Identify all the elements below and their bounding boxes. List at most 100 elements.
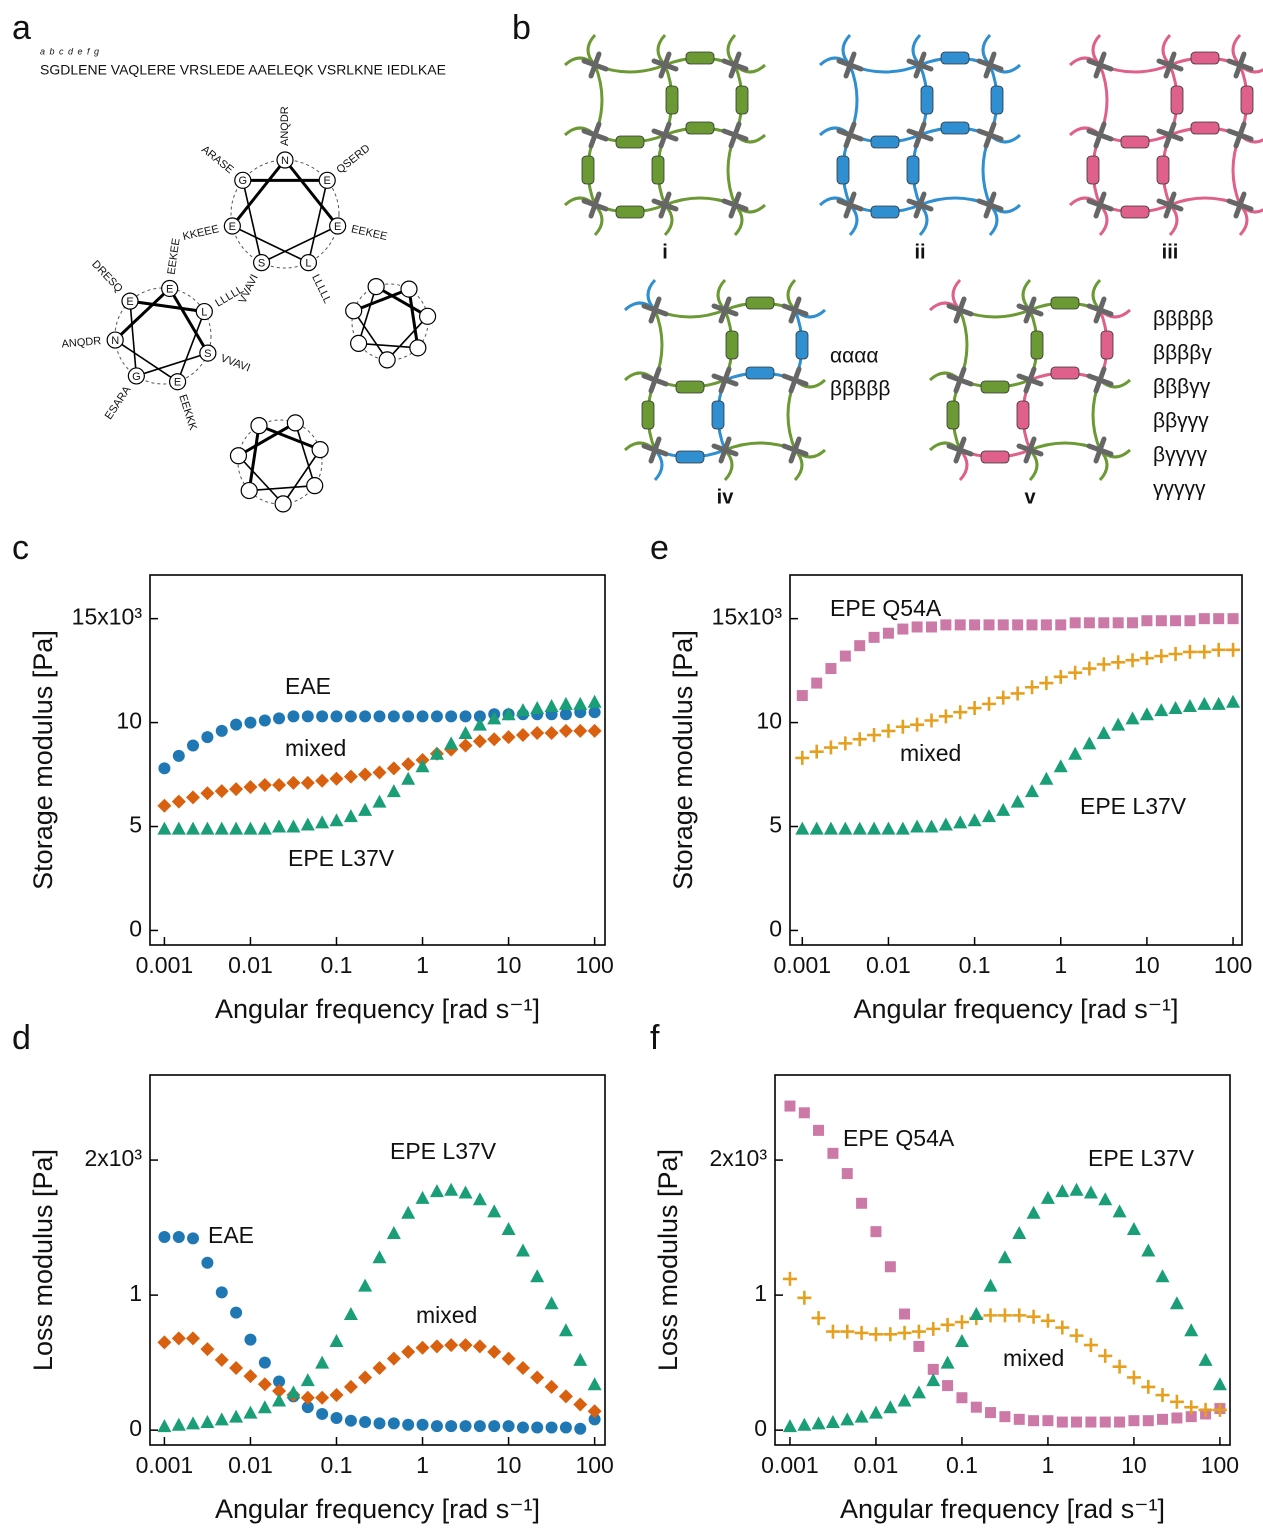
composition: βββββ bbox=[1153, 308, 1213, 331]
data-point bbox=[1039, 772, 1053, 785]
data-point bbox=[1212, 643, 1226, 657]
data-point bbox=[1156, 1269, 1170, 1282]
data-point bbox=[783, 1272, 797, 1286]
data-point bbox=[200, 786, 214, 800]
helix bbox=[676, 451, 704, 463]
data-point bbox=[825, 663, 836, 674]
residue bbox=[287, 415, 303, 431]
x-tick-label: 0.1 bbox=[946, 1452, 978, 1478]
data-point bbox=[998, 1308, 1012, 1322]
panel-label: c bbox=[12, 529, 29, 567]
data-point bbox=[1070, 617, 1081, 628]
helix bbox=[991, 86, 1003, 114]
x-tick-label: 0.001 bbox=[774, 952, 832, 978]
series-label: EPE L37V bbox=[1080, 793, 1187, 819]
crosslinker bbox=[909, 54, 931, 76]
data-point bbox=[824, 741, 838, 755]
data-point bbox=[1054, 759, 1068, 772]
y-tick-label: 10 bbox=[756, 708, 782, 734]
data-point bbox=[258, 1400, 272, 1413]
data-point bbox=[984, 619, 995, 630]
data-point bbox=[503, 1420, 515, 1432]
data-point bbox=[896, 822, 910, 835]
data-point bbox=[783, 1419, 797, 1432]
data-point bbox=[473, 734, 487, 748]
y-tick-label: 2x10³ bbox=[84, 1145, 142, 1171]
data-point bbox=[158, 1231, 170, 1243]
data-point bbox=[229, 782, 243, 796]
data-point bbox=[999, 1411, 1010, 1422]
data-point bbox=[1011, 795, 1025, 808]
helix bbox=[871, 206, 899, 218]
data-point bbox=[1028, 1415, 1039, 1426]
crosslinker bbox=[654, 124, 676, 146]
wheel-bond bbox=[130, 301, 204, 311]
crosslinker bbox=[724, 54, 746, 76]
data-point bbox=[172, 1418, 186, 1431]
data-point bbox=[827, 1148, 838, 1159]
residue-extension: KKEEE bbox=[182, 223, 220, 243]
data-point bbox=[401, 757, 415, 771]
crosslinker bbox=[584, 54, 606, 76]
residue bbox=[230, 448, 246, 464]
data-point bbox=[956, 1392, 967, 1403]
data-point bbox=[230, 1307, 242, 1319]
helix bbox=[726, 331, 738, 359]
data-point bbox=[812, 1416, 826, 1429]
data-point bbox=[230, 719, 242, 731]
data-point bbox=[573, 1353, 587, 1366]
crosslinker bbox=[784, 369, 806, 391]
crosslinker bbox=[1019, 439, 1041, 461]
data-point bbox=[172, 795, 186, 809]
data-point bbox=[459, 1185, 473, 1198]
x-tick-label: 0.1 bbox=[321, 1452, 353, 1478]
data-point bbox=[187, 1232, 199, 1244]
data-point bbox=[445, 1420, 457, 1432]
data-point bbox=[315, 1391, 329, 1405]
data-point bbox=[955, 1315, 969, 1329]
data-point bbox=[1071, 1417, 1082, 1428]
data-point bbox=[1068, 747, 1082, 760]
data-point bbox=[388, 710, 400, 722]
data-point bbox=[273, 712, 285, 724]
data-point bbox=[1183, 645, 1197, 659]
data-point bbox=[431, 710, 443, 722]
data-point bbox=[559, 697, 573, 710]
residue bbox=[379, 352, 395, 368]
data-point bbox=[545, 699, 559, 712]
x-tick-label: 100 bbox=[1214, 952, 1252, 978]
wheel-bond bbox=[283, 450, 320, 504]
data-point bbox=[840, 1412, 854, 1425]
data-point bbox=[1098, 1192, 1112, 1205]
data-point bbox=[186, 1416, 200, 1429]
helix bbox=[941, 122, 969, 134]
data-point bbox=[487, 732, 501, 746]
data-point bbox=[838, 822, 852, 835]
data-point bbox=[1197, 697, 1211, 710]
data-point bbox=[272, 1393, 286, 1406]
crosslinker bbox=[654, 54, 676, 76]
helix bbox=[582, 156, 594, 184]
data-point bbox=[824, 822, 838, 835]
crosslinker bbox=[644, 369, 666, 391]
helix bbox=[736, 86, 748, 114]
data-point bbox=[941, 1318, 955, 1332]
data-point bbox=[157, 1335, 171, 1349]
data-point bbox=[1042, 1415, 1053, 1426]
residue-extension: ANQDR bbox=[61, 335, 102, 350]
data-point bbox=[1114, 1417, 1125, 1428]
x-tick-label: 0.1 bbox=[959, 952, 991, 978]
data-point bbox=[1199, 613, 1210, 624]
data-point bbox=[286, 1385, 300, 1398]
wheel-bond bbox=[249, 426, 259, 491]
data-point bbox=[1085, 1417, 1096, 1428]
data-point bbox=[1170, 1296, 1184, 1309]
data-point bbox=[811, 678, 822, 689]
residue bbox=[351, 335, 367, 351]
data-point bbox=[560, 708, 572, 720]
data-point bbox=[899, 1309, 910, 1320]
wheel-bond bbox=[170, 288, 208, 353]
data-point bbox=[812, 1311, 826, 1325]
data-point bbox=[1128, 1415, 1139, 1426]
helix bbox=[616, 136, 644, 148]
